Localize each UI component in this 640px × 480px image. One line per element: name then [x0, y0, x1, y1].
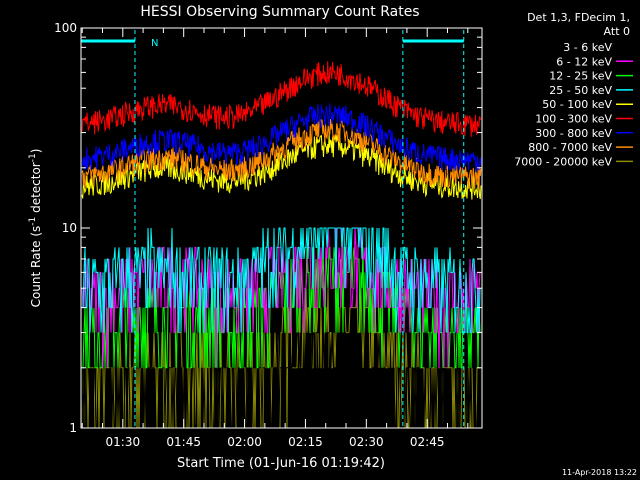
y-axis-label-sup-1: -1	[28, 217, 38, 226]
legend-header-2: Att 0	[604, 25, 630, 38]
y-axis-label-tail: detector	[29, 162, 43, 217]
y-tick-label: 1	[69, 421, 77, 435]
x-tick-label: 02:30	[349, 435, 384, 449]
y-axis: 1 10 100	[54, 21, 482, 435]
legend-label: 800 - 7000 keV	[528, 141, 612, 154]
legend-label: 6 - 12 keV	[556, 55, 612, 68]
y-tick-label: 10	[62, 221, 77, 235]
x-tick-label: 02:45	[410, 435, 445, 449]
x-axis: 01:30 01:45 02:00 02:15 02:30 02:45	[81, 28, 469, 449]
series-layer	[81, 61, 482, 429]
series-line	[82, 246, 481, 369]
y-axis-label-sup-2: -1	[28, 153, 38, 162]
chart-title: HESSI Observing Summary Count Rates	[140, 4, 419, 20]
legend-label: 3 - 6 keV	[563, 41, 612, 54]
x-tick-label: 01:30	[106, 435, 141, 449]
legend-label: 7000 - 20000 keV	[514, 155, 612, 168]
flag-label: N	[151, 38, 158, 49]
footer-timestamp: 11-Apr-2018 13:22	[562, 468, 637, 477]
legend-label: 50 - 100 keV	[542, 98, 612, 111]
x-tick-label: 02:00	[227, 435, 262, 449]
y-tick-label: 100	[54, 21, 77, 35]
series-line	[82, 227, 481, 334]
series-line	[81, 61, 482, 137]
legend-label: 25 - 50 keV	[549, 84, 612, 97]
legend-label: 100 - 300 keV	[535, 113, 612, 126]
legend-label: 12 - 25 keV	[549, 70, 612, 83]
legend-header-1: Det 1,3, FDecim 1,	[527, 11, 630, 24]
legend-label: 300 - 800 keV	[535, 127, 612, 140]
x-tick-label: 01:45	[166, 435, 201, 449]
x-axis-label: Start Time (01-Jun-16 01:19:42)	[177, 456, 385, 471]
y-axis-label: Count Rate (s-1 detector-1)	[28, 149, 43, 308]
y-axis-label-close: )	[29, 149, 43, 154]
y-axis-label-main: Count Rate (s	[29, 226, 43, 308]
x-tick-label: 02:15	[288, 435, 323, 449]
series-line	[81, 103, 482, 173]
